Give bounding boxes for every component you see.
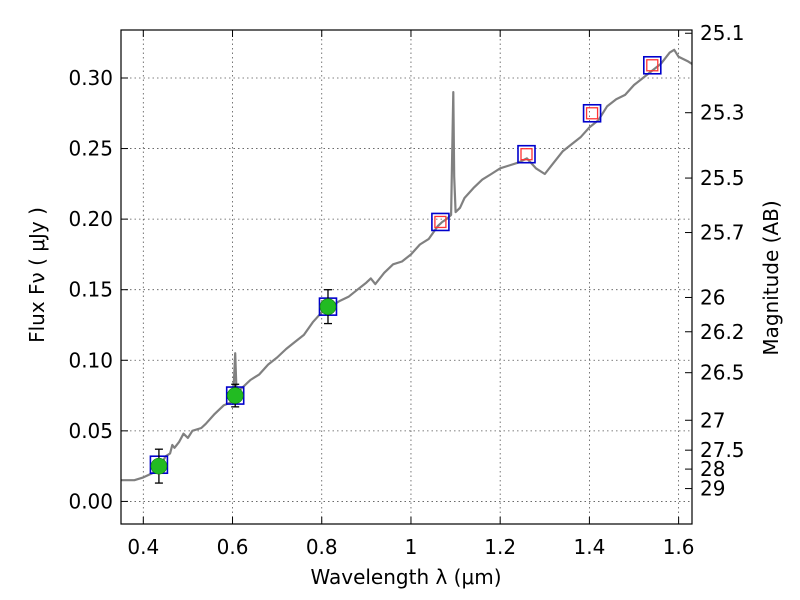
x-tick-label: 1.6: [663, 535, 695, 559]
upper-limit-square: [585, 107, 599, 120]
magnitude-tick-label: 28: [700, 457, 725, 481]
upper-limit-square: [646, 59, 659, 72]
observed-flux-point: [226, 387, 244, 404]
y-tick-label: 0.25: [68, 137, 113, 161]
axis-ticks: 0.4 0.6 0.8 1 1.2 1.4 1.6 0.00 0.05 0.10 0.15 0.20 0…: [68, 21, 744, 559]
y-tick-label: 0.10: [68, 348, 113, 372]
magnitude-tick-label: 26.2: [700, 320, 745, 344]
x-tick-label: 0.4: [127, 535, 159, 559]
y-tick-label: 0.05: [68, 419, 113, 443]
y-tick-label: 0.15: [68, 278, 113, 302]
magnitude-tick-label: 26.5: [700, 361, 745, 385]
observed-flux-point: [150, 457, 168, 475]
x-tick-label: 1.2: [484, 535, 516, 559]
x-tick-label: 1: [405, 535, 418, 559]
plot-series: [121, 48, 693, 484]
model-photometry-square: [517, 144, 536, 164]
magnitude-tick-label: 29: [700, 477, 725, 501]
y-tick-label: 0.30: [68, 66, 113, 90]
grid: [121, 30, 692, 524]
spectrum-line: [121, 48, 693, 482]
model-photometry-square: [431, 212, 450, 232]
x-tick-label: 0.6: [217, 535, 249, 559]
magnitude-tick-label: 27.5: [700, 438, 745, 462]
y-tick-label: 0.20: [68, 207, 113, 231]
magnitude-tick-label: 25.7: [700, 221, 745, 245]
magnitude-tick-label: 25.1: [700, 21, 745, 45]
upper-limit-square: [434, 215, 447, 229]
plot-frame: [120, 29, 693, 525]
observed-flux-point: [319, 298, 337, 315]
magnitude-tick-label: 25.3: [700, 101, 745, 125]
y-axis-label: Flux Fν ( μJy ): [25, 207, 49, 343]
x-axis-label: Wavelength λ (μm): [310, 565, 501, 589]
model-photometry-square: [642, 55, 662, 75]
magnitude-tick-label: 25.5: [700, 166, 745, 190]
upper-limit-square: [520, 148, 533, 161]
x-tick-label: 1.4: [573, 535, 605, 559]
model-photometry-square: [582, 103, 602, 123]
magnitude-tick-label: 26: [700, 285, 725, 309]
right-y-axis-label: Magnitude (AB): [759, 200, 783, 355]
magnitude-tick-label: 27: [700, 408, 725, 432]
x-tick-label: 0.8: [306, 535, 338, 559]
y-tick-label: 0.00: [68, 489, 113, 513]
